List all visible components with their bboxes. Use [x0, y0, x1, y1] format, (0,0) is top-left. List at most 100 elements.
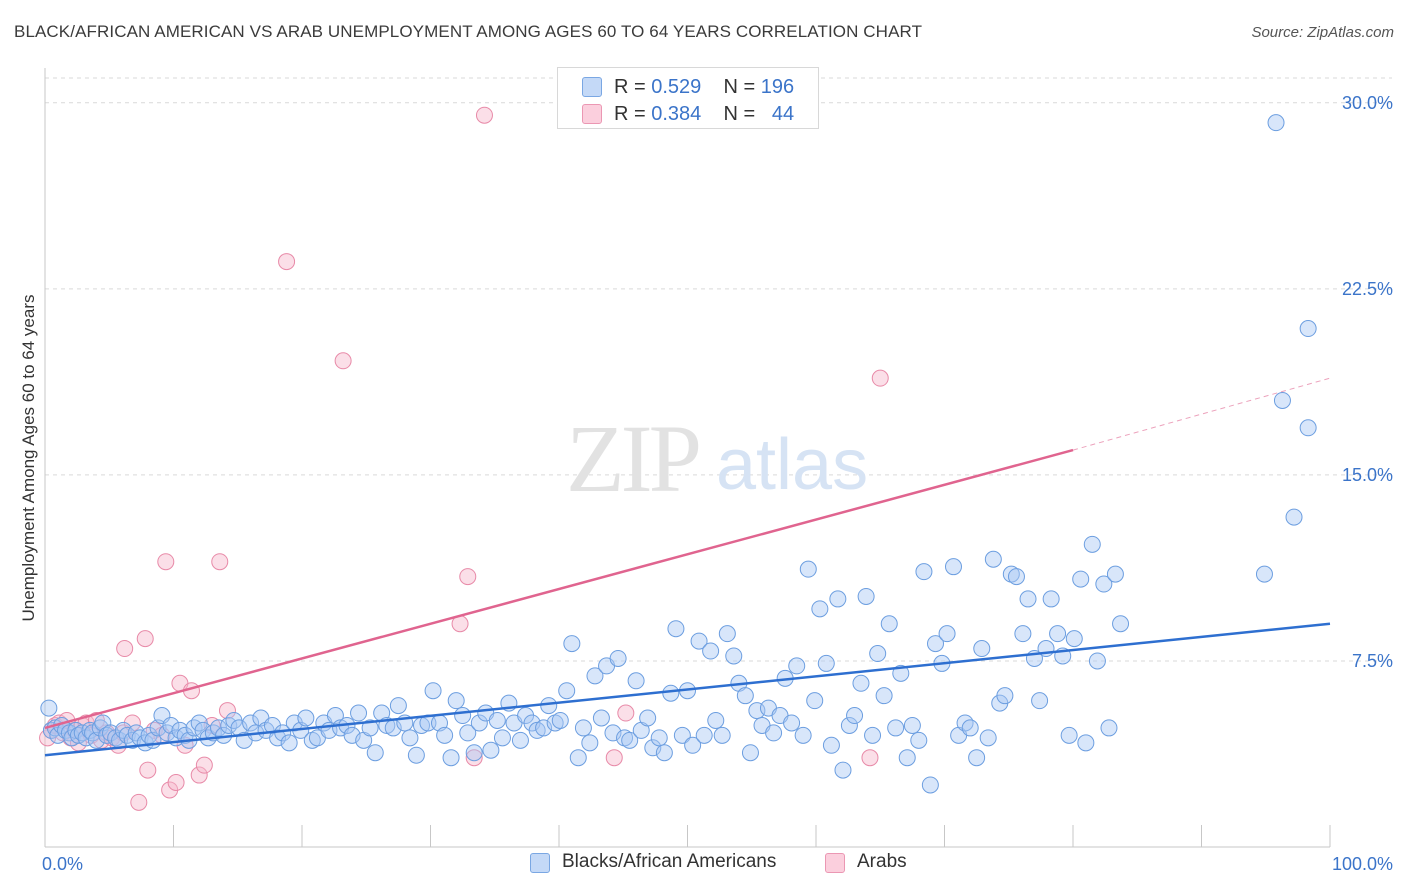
x-tick-label: 100.0% — [1332, 854, 1393, 874]
data-point-blacks — [558, 682, 576, 700]
data-point-blacks — [783, 714, 801, 732]
data-point-arabs — [475, 106, 493, 124]
data-point-blacks — [910, 731, 928, 749]
data-point-blacks — [806, 692, 824, 710]
data-point-blacks — [979, 729, 997, 747]
data-point-arabs — [465, 749, 483, 767]
data-point-blacks — [493, 729, 511, 747]
data-point-blacks — [1042, 590, 1060, 608]
legend-label-blacks: Blacks/African Americans — [562, 851, 777, 872]
data-point-arabs — [195, 756, 213, 774]
data-point-blacks — [973, 640, 991, 658]
data-point-blacks — [1299, 419, 1317, 437]
data-point-blacks — [1083, 535, 1101, 553]
data-point-arabs — [605, 749, 623, 767]
data-point-arabs — [130, 793, 148, 811]
chart-source: Source: ZipAtlas.com — [1251, 24, 1394, 41]
data-point-blacks — [1060, 726, 1078, 744]
data-point-blacks — [1095, 575, 1113, 593]
data-point-blacks — [442, 749, 460, 767]
chart-title: BLACK/AFRICAN AMERICAN VS ARAB UNEMPLOYM… — [14, 22, 923, 41]
data-point-arabs — [459, 568, 477, 586]
data-point-blacks — [684, 736, 702, 754]
data-point-blacks — [1019, 590, 1037, 608]
data-point-blacks — [1088, 652, 1106, 670]
data-point-blacks — [1049, 625, 1067, 643]
data-point-blacks — [788, 657, 806, 675]
data-point-blacks — [511, 731, 529, 749]
data-point-blacks — [40, 699, 58, 717]
data-point-blacks — [401, 729, 419, 747]
data-point-blacks — [852, 674, 870, 692]
data-point-arabs — [211, 553, 229, 571]
legend-swatch-pink — [825, 853, 845, 873]
data-point-blacks — [725, 647, 743, 665]
data-point-blacks — [482, 741, 500, 759]
data-point-blacks — [586, 667, 604, 685]
data-point-blacks — [765, 724, 783, 742]
data-point-arabs — [139, 761, 157, 779]
data-point-blacks — [927, 635, 945, 653]
data-point-blacks — [864, 726, 882, 744]
data-point-blacks — [1106, 565, 1124, 583]
data-point-blacks — [811, 600, 829, 618]
data-point-blacks — [834, 761, 852, 779]
data-point-arabs — [136, 630, 154, 648]
trend-line-arabs — [44, 448, 1074, 730]
data-point-arabs — [157, 553, 175, 571]
data-point-blacks — [655, 744, 673, 762]
data-point-blacks — [297, 709, 315, 727]
blacks-points — [40, 114, 1317, 794]
data-point-blacks — [996, 687, 1014, 705]
watermark-zip: ZIP — [566, 405, 699, 512]
legend-swatch-pink — [582, 104, 602, 124]
data-point-blacks — [650, 729, 668, 747]
legend-text-arabs: R = 0.384 N = 44 — [614, 103, 795, 125]
data-point-blacks — [454, 707, 472, 725]
data-point-arabs — [278, 253, 296, 271]
data-point-blacks — [436, 726, 454, 744]
data-point-blacks — [350, 704, 368, 722]
data-point-arabs — [871, 369, 889, 387]
data-point-blacks — [690, 632, 708, 650]
y-tick-label: 30.0% — [1342, 93, 1393, 113]
x-tick-label: 0.0% — [42, 854, 83, 874]
watermark-atlas: atlas — [716, 425, 868, 505]
axes — [44, 68, 1331, 848]
legend-swatch-blue — [582, 77, 602, 97]
data-point-blacks — [892, 664, 910, 682]
data-point-blacks — [540, 697, 558, 715]
data-point-blacks — [280, 734, 298, 752]
correlation-legend: R = 0.529 N = 196 R = 0.384 N = 44 — [557, 67, 819, 129]
data-point-blacks — [424, 682, 442, 700]
data-point-blacks — [1072, 570, 1090, 588]
data-point-blacks — [581, 734, 599, 752]
data-point-blacks — [799, 560, 817, 578]
data-point-blacks — [662, 684, 680, 702]
y-tick-label: 15.0% — [1342, 465, 1393, 485]
legend-text-blacks: R = 0.529 N = 196 — [614, 76, 795, 98]
data-point-blacks — [470, 714, 488, 732]
gridlines — [45, 77, 1392, 662]
data-point-blacks — [639, 709, 657, 727]
data-point-arabs — [218, 702, 236, 720]
data-point-blacks — [1255, 565, 1273, 583]
data-point-blacks — [389, 697, 407, 715]
data-point-blacks — [551, 711, 569, 729]
data-point-blacks — [465, 744, 483, 762]
data-point-blacks — [592, 709, 610, 727]
data-point-blacks — [846, 707, 864, 725]
data-point-blacks — [447, 692, 465, 710]
trend-line-blacks — [44, 622, 1331, 757]
data-point-blacks — [366, 744, 384, 762]
data-point-blacks — [81, 721, 99, 739]
legend-swatch-blue — [530, 853, 550, 873]
data-point-blacks — [794, 726, 812, 744]
data-point-blacks — [1299, 320, 1317, 338]
data-point-blacks — [887, 719, 905, 737]
y-tick-label: 7.5% — [1352, 651, 1393, 671]
data-point-arabs — [617, 704, 635, 722]
data-point-blacks — [938, 625, 956, 643]
watermark: ZIP atlas — [566, 405, 868, 512]
trend-line-arabs-extension — [1072, 377, 1331, 451]
